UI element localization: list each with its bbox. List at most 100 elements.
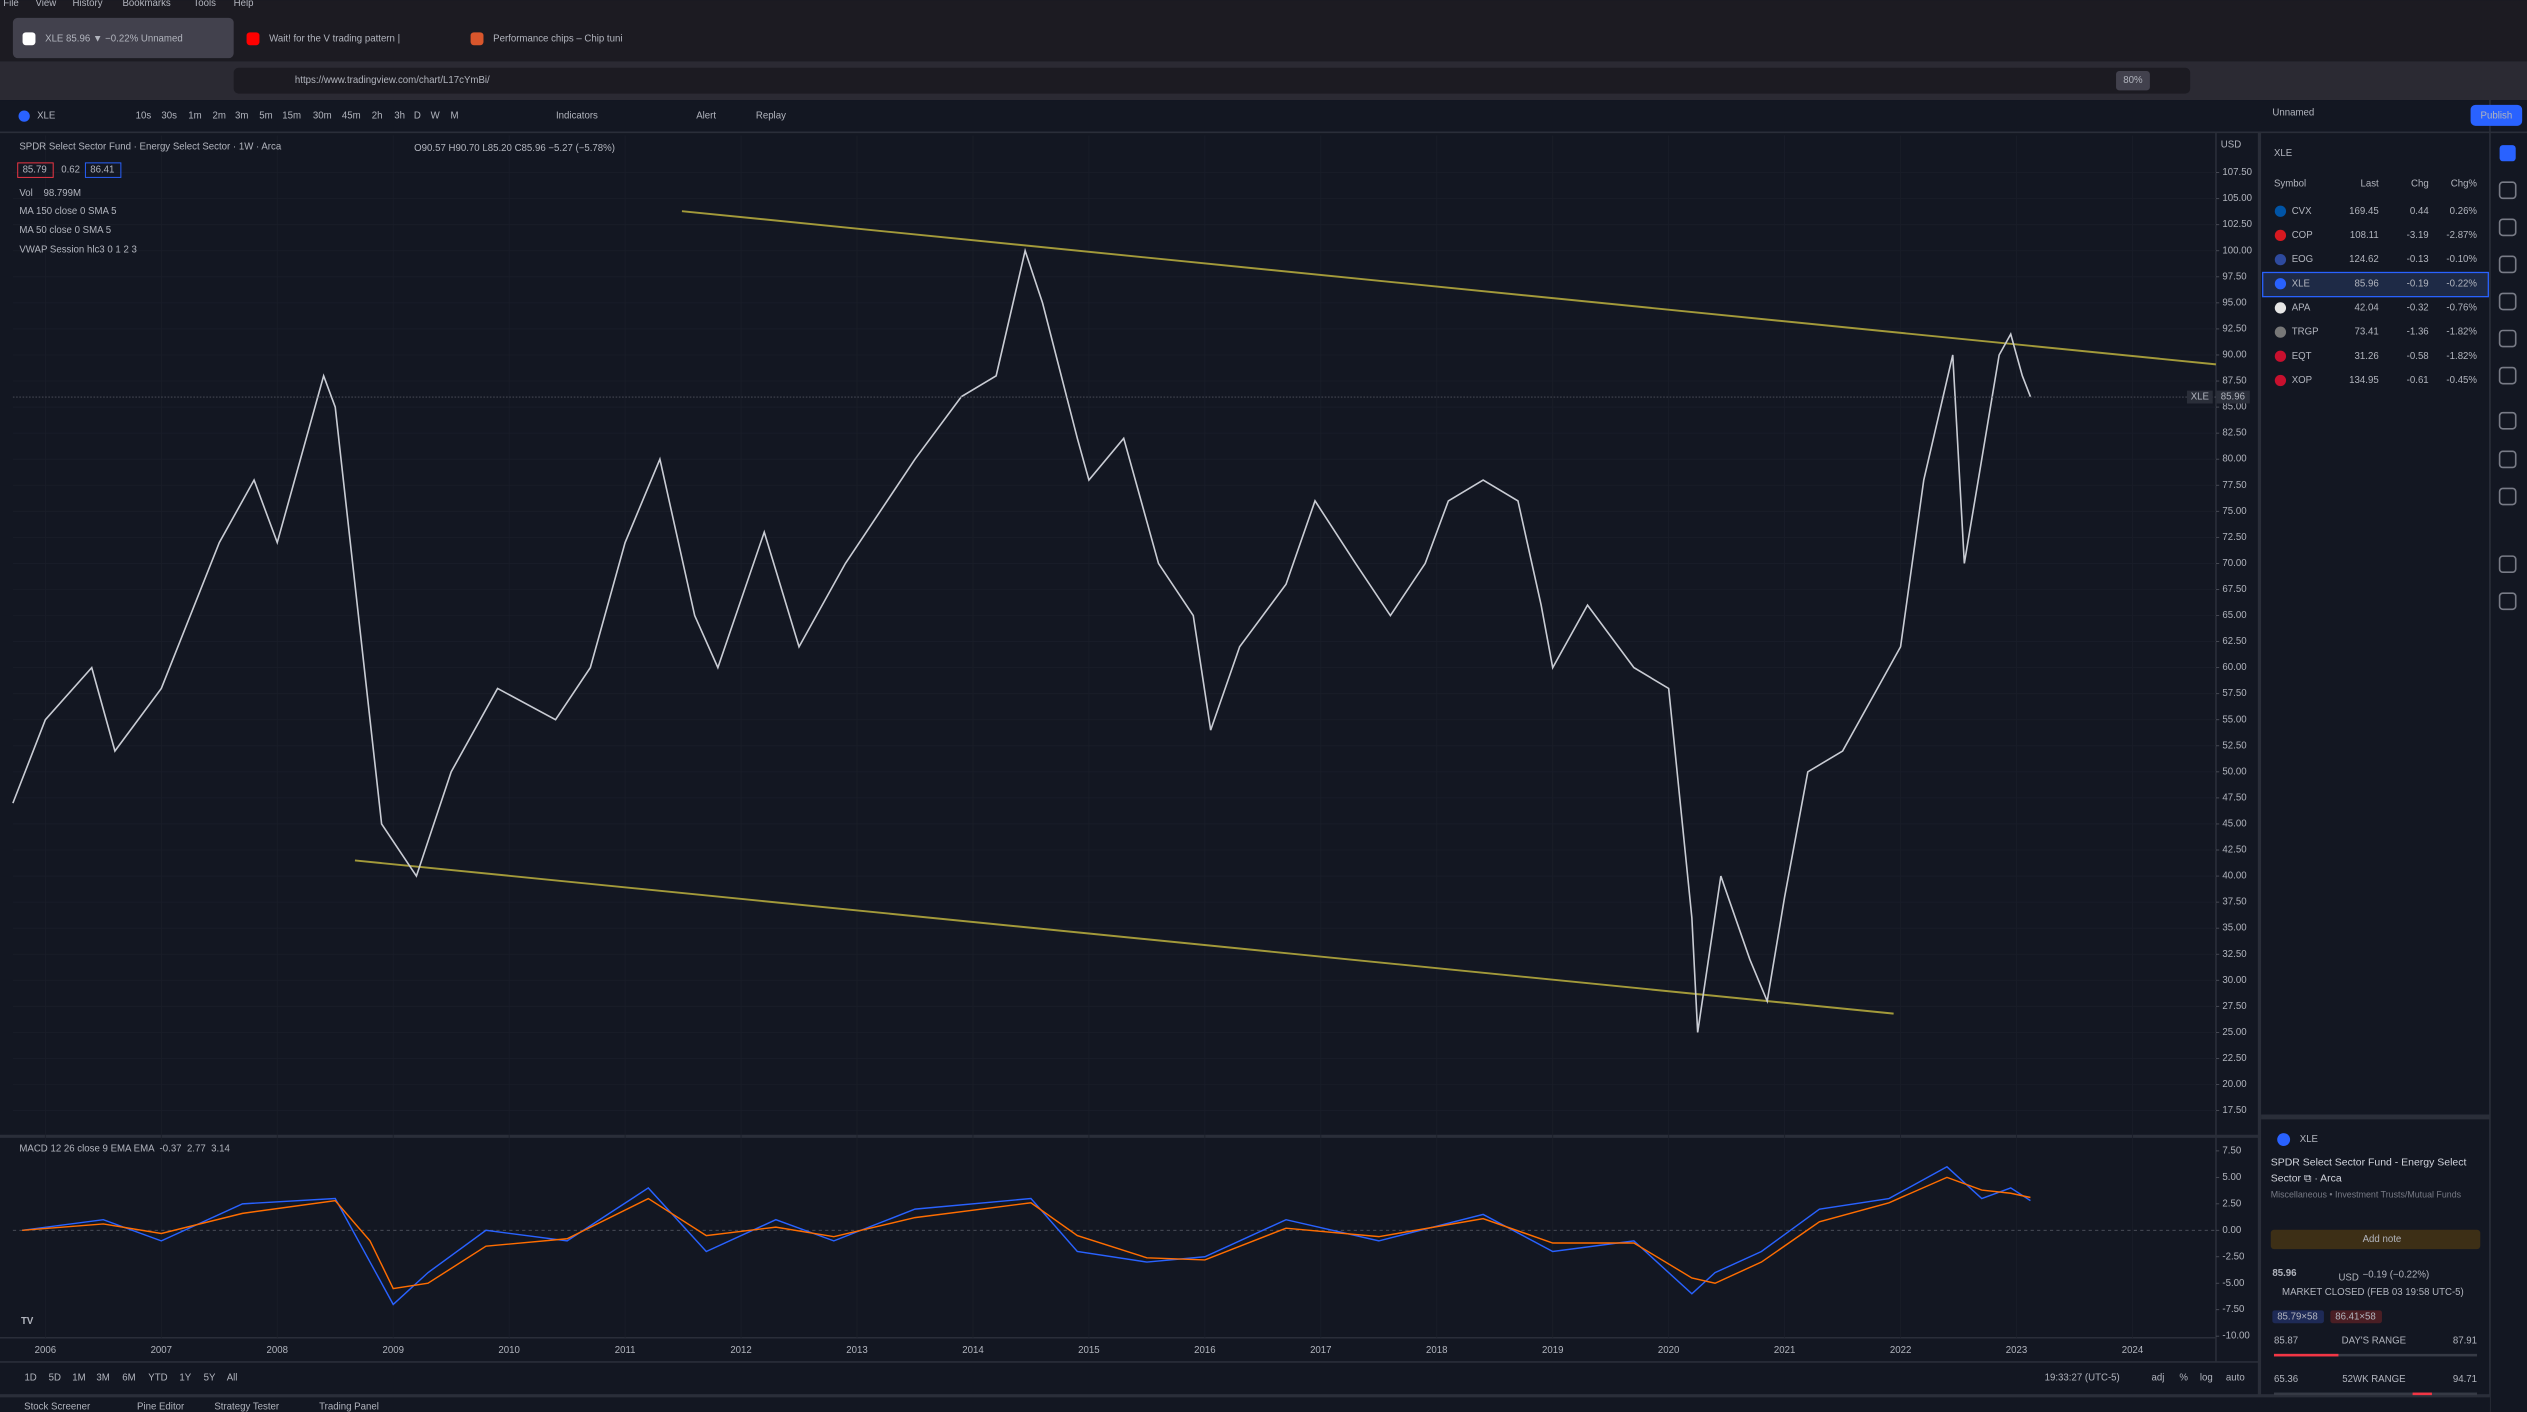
x-tick-label: 2021 [1774,1345,1795,1356]
x-tick-label: 2010 [498,1345,519,1356]
range-button[interactable]: 1D [24,1373,36,1384]
bid-box [17,162,54,178]
icon[interactable] [2498,592,2517,611]
tab-title[interactable]: Wait! for the V trading pattern | [269,33,400,44]
tab-icon [22,32,36,46]
watchlist-title[interactable]: XLE [2274,148,2293,159]
icon[interactable] [2498,555,2517,574]
publish-button[interactable] [2470,104,2523,126]
range-button[interactable]: 5D [49,1373,61,1384]
row-value: 0.26% [2450,206,2478,217]
symbol-logo [2274,374,2287,387]
interval[interactable]: D [414,111,421,122]
icon[interactable] [2499,145,2516,162]
range-fill [2412,1392,2432,1396]
scale-option[interactable]: % [2179,1373,2188,1384]
icon[interactable] [2498,181,2517,200]
interval[interactable]: 15m [282,111,301,122]
add-note-button[interactable] [2270,1229,2481,1250]
interval[interactable]: 3m [235,111,248,122]
zoom-badge[interactable] [2116,71,2150,91]
x-tick-label: 2019 [1542,1345,1563,1356]
menu-item[interactable]: History [73,0,103,9]
row-value: -0.32 [2407,302,2429,313]
panel-tab[interactable]: Strategy Tester [214,1402,280,1412]
scale-option[interactable]: log [2200,1373,2213,1384]
row-symbol[interactable]: TRGP [2292,327,2319,338]
panel-tab[interactable]: Stock Screener [24,1402,91,1412]
interval[interactable]: 2m [212,111,225,122]
active-tab[interactable] [12,17,234,59]
scale-option[interactable]: auto [2226,1373,2245,1384]
panel-tab[interactable]: Trading Panel [319,1402,379,1412]
row-symbol[interactable]: CVX [2292,206,2312,217]
y-tick-label: 37.50 [2222,897,2246,908]
range-button[interactable]: 5Y [204,1373,216,1384]
icon[interactable] [2498,411,2517,430]
row-value: 124.62 [2349,254,2379,265]
url-text[interactable]: https://www.tradingview.com/chart/L17cYm… [295,75,490,86]
panel-tab[interactable]: Pine Editor [137,1402,185,1412]
interval[interactable]: 45m [342,111,361,122]
alert-button[interactable]: Alert [696,111,716,122]
y-tick-label: 25.00 [2222,1027,2246,1038]
icon[interactable] [2498,218,2517,237]
icon[interactable] [2498,366,2517,385]
icon[interactable] [2498,292,2517,311]
interval[interactable]: M [450,111,458,122]
interval[interactable]: 2h [372,111,383,122]
icon[interactable] [2498,329,2517,348]
tab-icon [470,32,484,46]
icon[interactable] [2498,487,2517,506]
tab-title[interactable]: XLE 85.96 ▼ −0.22% Unnamed [45,33,183,44]
detail-bid: 85.79×58 [2277,1311,2318,1322]
range-button[interactable]: 1M [72,1373,85,1384]
tab-title[interactable]: Performance chips – Chip tuni [493,33,622,44]
interval[interactable]: 30s [161,111,177,122]
zoom-text[interactable]: 80% [2123,75,2143,86]
scale-option[interactable]: adj [2151,1373,2164,1384]
replay-button[interactable]: Replay [756,111,786,122]
selected-row[interactable] [2262,271,2489,298]
row-symbol[interactable]: EQT [2292,351,2312,362]
y-tick-label: 85.00 [2222,402,2246,413]
publish-text[interactable]: Publish [2481,111,2513,122]
range-low: 65.36 [2274,1374,2298,1385]
range-button[interactable]: 1Y [179,1373,191,1384]
row-symbol[interactable]: APA [2292,302,2311,313]
y-tick-label: 70.00 [2222,558,2246,569]
range-track [2273,1353,2478,1357]
interval[interactable]: 1m [188,111,201,122]
interval[interactable]: 5m [259,111,272,122]
range-button[interactable]: 3M [96,1373,109,1384]
interval[interactable]: 30m [313,111,332,122]
column-header: Symbol [2274,178,2306,189]
indicators-button[interactable]: Indicators [556,111,598,122]
macd-line [22,1165,2031,1306]
row-symbol[interactable]: XOP [2292,375,2312,386]
icon[interactable] [2498,255,2517,274]
range-button[interactable]: All [227,1373,238,1384]
symbol[interactable]: XLE [37,111,56,122]
menu-item[interactable]: File [3,0,19,9]
interval[interactable]: W [431,111,441,122]
menu-item[interactable]: Bookmarks [122,0,170,9]
interval[interactable]: 10s [136,111,152,122]
symbol-logo [2274,205,2287,217]
layout-name[interactable]: Unnamed [2272,107,2314,118]
range-button[interactable]: YTD [148,1373,167,1384]
range-button[interactable]: 6M [122,1373,135,1384]
row-symbol[interactable]: XLE [2292,278,2311,289]
x-tick-label: 2014 [962,1345,984,1356]
menu-item[interactable]: Help [234,0,254,9]
menu-item[interactable]: Tools [193,0,216,9]
icon[interactable] [2498,450,2517,469]
add-note[interactable]: Add note [2363,1234,2402,1245]
url-field[interactable] [233,67,2191,94]
row-symbol[interactable]: COP [2292,230,2313,241]
interval[interactable]: 3h [394,111,405,122]
y-tick-label: 95.00 [2222,297,2246,308]
y-tick-label: -7.50 [2222,1304,2244,1315]
row-symbol[interactable]: EOG [2292,254,2313,265]
menu-item[interactable]: View [35,0,56,9]
